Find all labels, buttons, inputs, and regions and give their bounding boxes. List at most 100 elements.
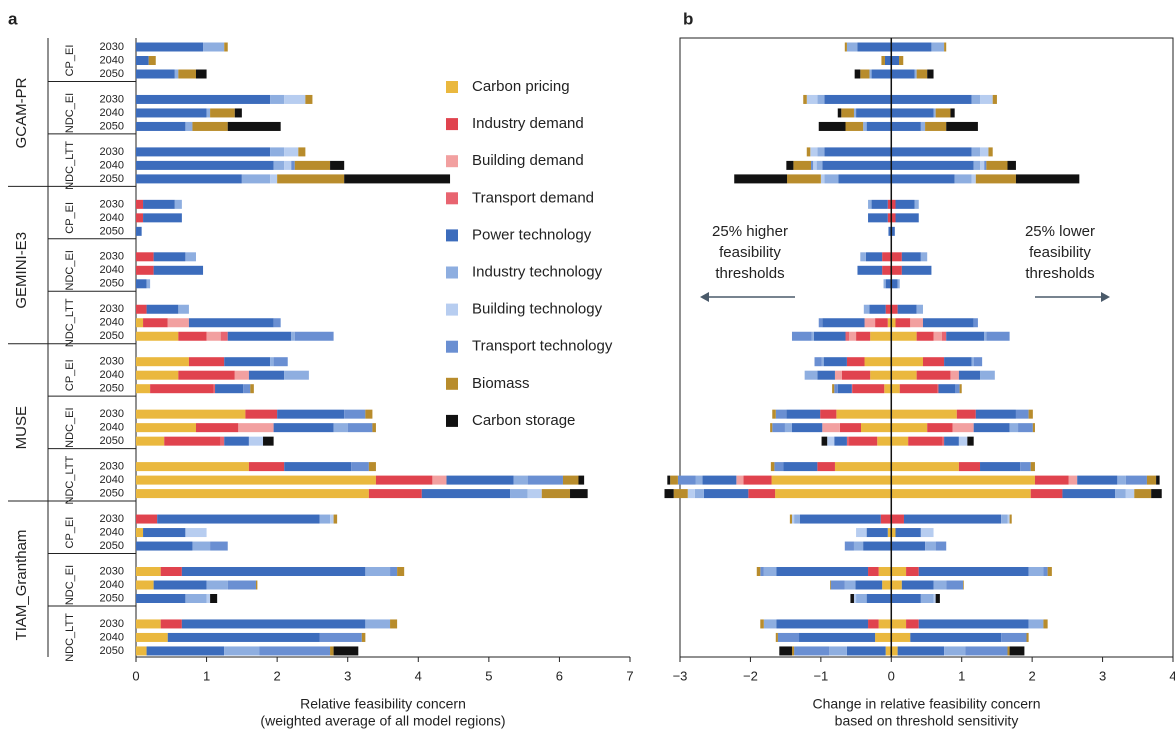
bar-segment [136,331,179,341]
bar-segment [368,489,422,499]
bar-segment [946,331,985,341]
bar-segment [136,69,175,79]
bar-segment [891,528,896,538]
bar-segment [136,475,376,485]
bar-segment [973,357,983,367]
bar-segment [866,528,888,538]
bar-segment [865,252,883,262]
bar-segment [971,357,974,367]
bar-segment [687,489,695,499]
bar-segment [298,147,306,157]
bar-segment [844,541,854,551]
bar-segment [856,594,867,603]
x-tick-label: 5 [485,668,492,683]
bar-segment [891,357,923,367]
bar-segment [856,331,871,341]
bar-segment [206,594,211,603]
bar-segment [167,318,189,328]
bar-segment [1028,567,1044,576]
bar-segment [854,69,861,79]
bar-segment [1015,174,1080,184]
bar-segment [830,580,831,590]
bar-segment [136,147,271,157]
bar-segment [817,462,835,472]
bar-segment [935,108,951,118]
bar-segment [927,69,934,79]
bar-segment [153,252,186,262]
bar-segment [914,69,917,79]
bar-segment [136,632,168,642]
bar-segment [901,265,932,275]
bar-segment [775,489,892,499]
bar-segment [891,304,898,314]
bar-segment [578,475,585,485]
bar-segment [1062,489,1116,499]
bar-segment [954,174,972,184]
bar-segment [884,56,892,65]
bar-segment [319,632,362,642]
bar-segment [270,94,285,104]
scenario-label: CP_EI [64,202,76,234]
bar-segment [838,174,892,184]
bar-segment [1009,514,1012,524]
year-label: 2030 [100,356,124,368]
bar-segment [817,370,835,380]
bar-segment [944,646,966,656]
year-label: 2030 [100,618,124,630]
bar-segment [791,423,823,433]
bar-segment [803,94,807,104]
bar-segment [1134,489,1152,499]
bar-segment [136,252,154,262]
x-tick-label: 1 [958,668,965,683]
bar-segment [794,646,830,656]
bar-segment [946,580,964,590]
bar-segment [933,331,942,341]
bar-segment [284,370,309,380]
bar-segment [891,213,896,223]
year-label: 2030 [100,303,124,315]
bar-segment [673,489,688,499]
bar-segment [1151,489,1162,499]
bar-segment [136,619,161,629]
bar-segment [845,331,850,341]
bar-segment [837,384,852,394]
bar-segment [748,489,776,499]
bar-segment [884,384,892,394]
bar-segment [891,121,921,131]
bar-segment [777,632,800,642]
bar-segment [351,462,369,472]
bar-segment [153,580,207,590]
bar-segment [291,331,295,341]
year-label: 2030 [100,198,124,210]
bar-segment [868,619,879,629]
bar-segment [1068,475,1078,485]
bar-segment [856,108,892,118]
legend-swatch [446,155,458,168]
bar-segment [829,646,847,656]
bar-segment [944,436,959,446]
bar-segment [213,384,216,394]
bar-segment [224,646,260,656]
bar-segment [891,226,895,236]
bar-segment [365,567,391,576]
bar-segment [963,580,964,590]
bar-segment [817,147,825,157]
bar-segment [973,423,1010,433]
bar-segment [772,423,785,433]
bar-segment [770,462,775,472]
bar-segment [510,489,528,499]
year-label: 2050 [100,592,124,604]
bar-segment [891,541,926,551]
bar-segment [986,331,1010,341]
bar-segment [885,304,892,314]
bar-segment [273,423,334,433]
bar-segment [245,409,278,419]
bar-segment [856,528,867,538]
bar-segment [1009,646,1025,656]
bar-segment [897,304,917,314]
bar-segment [772,409,776,419]
bar-segment [136,567,161,576]
bar-segment [891,331,917,341]
bar-segment [857,265,883,275]
